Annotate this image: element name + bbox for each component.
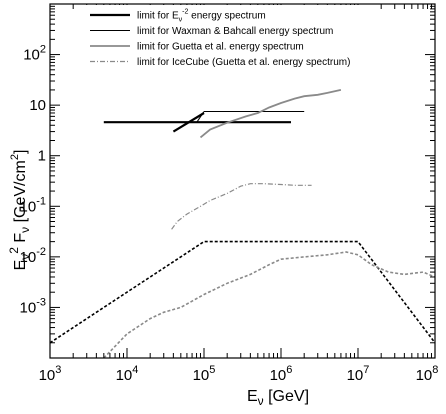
y-axis-title: Eν2 Fν [GeV/cm2] xyxy=(7,150,32,271)
series-4-line-0 xyxy=(50,240,435,344)
x-tick-label: 106 xyxy=(270,364,293,384)
y-tick-label: 10-3 xyxy=(20,296,46,316)
series-3-line-0 xyxy=(171,183,312,230)
legend: limit for Eν-2 energy spectrum limit for … xyxy=(86,5,368,69)
x-tick-label: 107 xyxy=(347,364,370,384)
y-tick-label: 10-1 xyxy=(20,195,46,215)
series-2-line-0 xyxy=(199,89,342,139)
x-tick-label: 105 xyxy=(193,364,216,384)
plot-frame xyxy=(49,3,436,359)
series-0-line-1 xyxy=(172,112,205,133)
x-axis-title: Eν [GeV] xyxy=(247,388,309,408)
series-layer xyxy=(50,89,435,358)
x-tick-label: 108 xyxy=(416,364,439,384)
legend-box xyxy=(86,5,368,69)
legend-label: limit for IceCube (Guetta et al. energy … xyxy=(137,57,350,68)
series-5-line-0 xyxy=(103,251,435,358)
y-tick-label: 102 xyxy=(23,44,46,64)
axes-layer: 103 104 105 106 107 108 10-3 10-2 10-1 1 10 102 xyxy=(20,3,439,384)
y-tick-label: 10-2 xyxy=(20,246,46,266)
legend-label: limit for Guetta et al. energy spectrum xyxy=(137,42,304,53)
y-tick-label: 1 xyxy=(38,148,46,165)
legend-label: limit for Waxman & Bahcall energy spectr… xyxy=(137,26,333,37)
legend-label: limit for Eν-2 energy spectrum xyxy=(137,9,266,24)
y-tick-label: 10 xyxy=(29,97,46,114)
series-1-line-1 xyxy=(196,111,205,124)
x-tick-label: 104 xyxy=(116,364,139,384)
x-tick-label: 103 xyxy=(39,364,62,384)
